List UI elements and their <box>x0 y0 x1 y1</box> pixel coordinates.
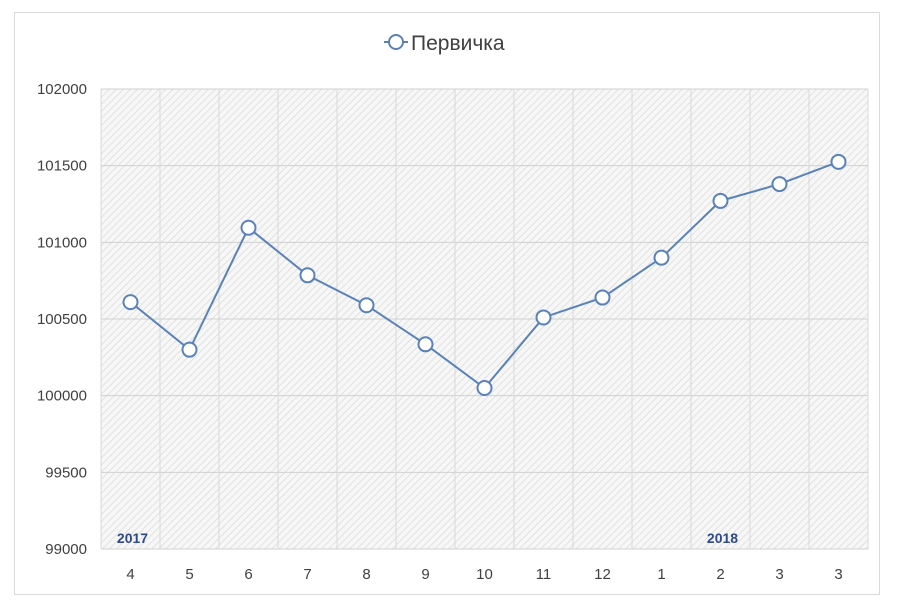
data-point[interactable] <box>358 297 375 314</box>
legend[interactable]: Первичка <box>384 32 505 55</box>
y-axis: 99000 99500 100000 100500 101000 101500 102000 <box>37 81 87 558</box>
x-tick-label: 11 <box>536 566 552 583</box>
y-tick-label: 100000 <box>37 388 87 405</box>
x-tick-label: 5 <box>185 566 193 583</box>
x-axis: 4 5 6 7 8 9 10 11 12 1 2 3 3 <box>126 566 842 583</box>
legend-circle-marker <box>388 34 404 50</box>
data-point[interactable] <box>594 289 611 306</box>
year-label: 2018 <box>707 530 738 546</box>
y-tick-label: 102000 <box>37 81 87 98</box>
x-tick-label: 8 <box>362 566 370 583</box>
y-tick-label: 100500 <box>37 311 87 328</box>
x-tick-label: 10 <box>476 566 493 583</box>
data-point[interactable] <box>299 267 316 284</box>
x-tick-label: 3 <box>834 566 842 583</box>
legend-entry: Первичка <box>411 32 505 55</box>
data-point[interactable] <box>771 176 788 193</box>
x-tick-label: 12 <box>594 566 611 583</box>
data-point[interactable] <box>712 192 729 209</box>
data-point[interactable] <box>476 380 493 396</box>
data-point[interactable] <box>653 249 670 266</box>
x-tick-label: 9 <box>421 566 429 583</box>
x-tick-label: 1 <box>657 566 665 583</box>
data-point[interactable] <box>417 336 434 353</box>
year-labels: 2017 2018 <box>117 530 738 546</box>
y-tick-label: 99000 <box>45 541 87 558</box>
x-tick-label: 6 <box>244 566 252 583</box>
data-point[interactable] <box>240 219 257 236</box>
data-point[interactable] <box>830 153 847 170</box>
data-point[interactable] <box>181 341 198 358</box>
y-tick-label: 99500 <box>45 464 87 481</box>
x-tick-label: 7 <box>303 566 311 583</box>
x-tick-label: 2 <box>716 566 724 583</box>
year-label: 2017 <box>117 530 148 546</box>
gridlines <box>100 88 869 550</box>
x-tick-label: 3 <box>775 566 783 583</box>
x-tick-label: 4 <box>126 566 134 583</box>
y-tick-label: 101500 <box>37 158 87 175</box>
data-point[interactable] <box>122 294 139 311</box>
data-point[interactable] <box>535 309 552 326</box>
y-tick-label: 101000 <box>37 234 87 251</box>
series-layer <box>122 153 847 396</box>
